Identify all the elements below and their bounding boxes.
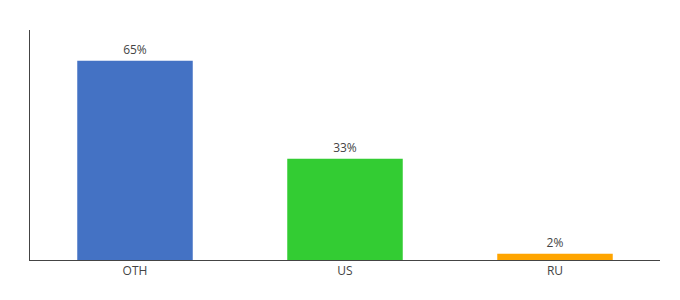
svg-text:65%: 65% [123, 41, 147, 58]
svg-text:33%: 33% [333, 139, 357, 156]
svg-text:2%: 2% [547, 234, 564, 251]
svg-text:OTH: OTH [123, 262, 148, 279]
svg-text:RU: RU [547, 262, 563, 279]
svg-text:US: US [337, 262, 352, 279]
